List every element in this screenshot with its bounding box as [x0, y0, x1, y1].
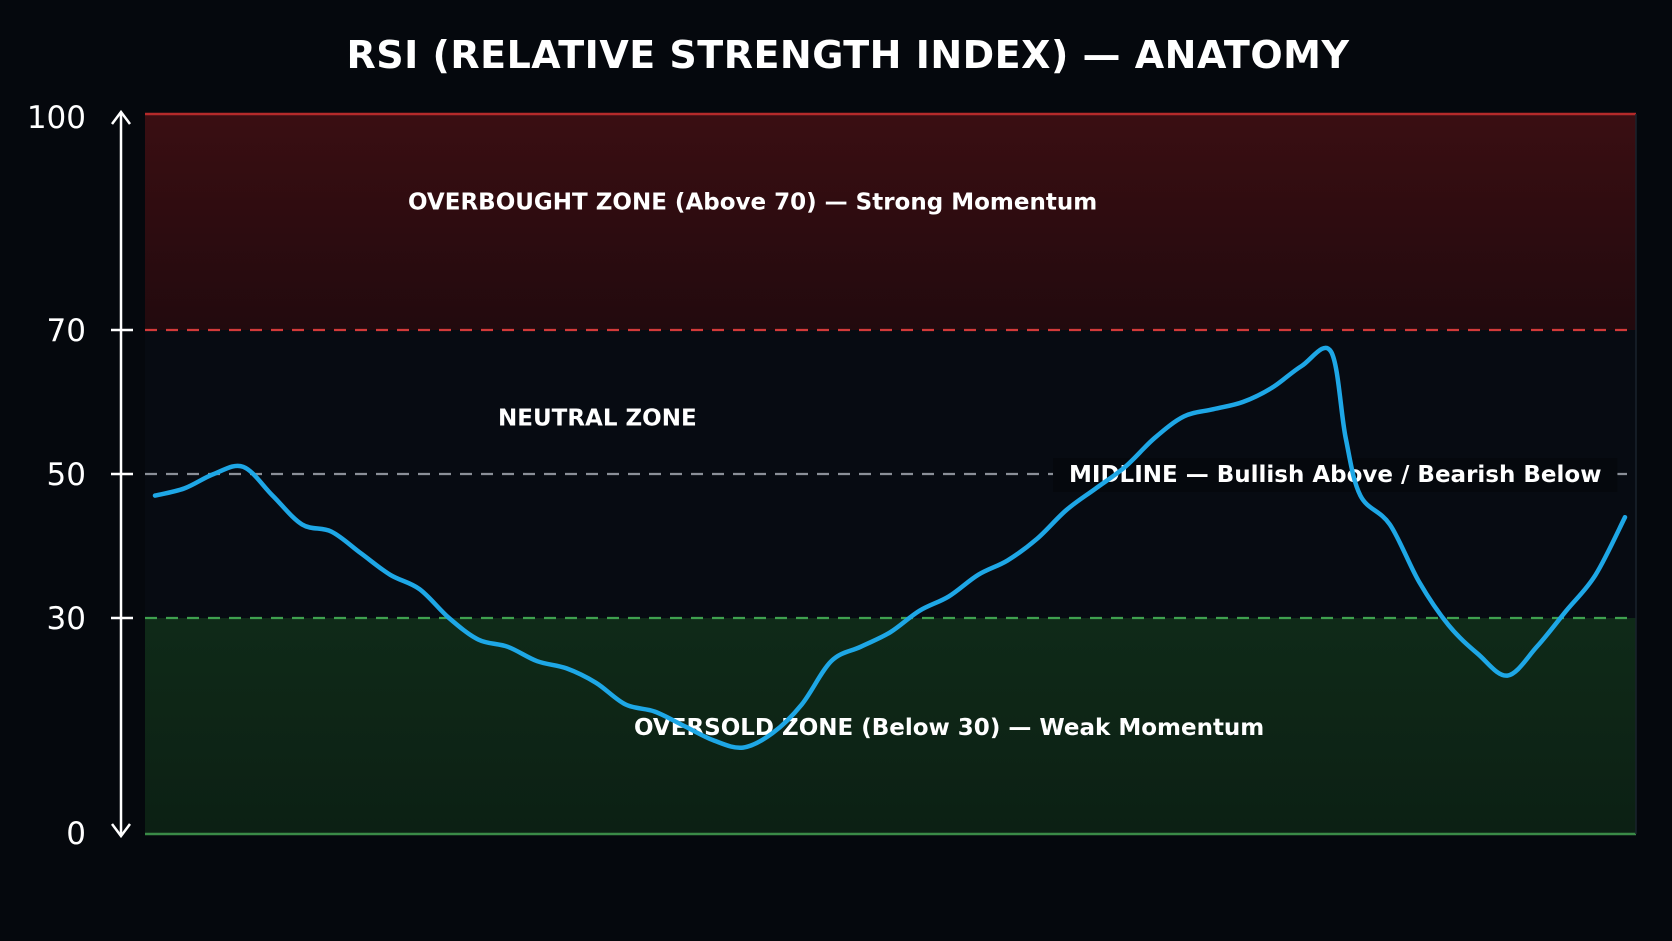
neutral-zone-label: NEUTRAL ZONE: [498, 405, 697, 431]
y-axis-bottom-arrow: [111, 823, 131, 839]
overbought-zone-label: OVERBOUGHT ZONE (Above 70) — Strong Mome…: [408, 189, 1097, 215]
midline-label-background: [1053, 458, 1618, 492]
overbought-zone-band: [145, 114, 1636, 330]
midline-label: MIDLINE — Bullish Above / Bearish Below: [1069, 462, 1601, 488]
chart-title: RSI (RELATIVE STRENGTH INDEX) — ANATOMY: [347, 33, 1350, 77]
rsi-series-line: [152, 345, 1628, 751]
oversold-zone-label: OVERSOLD ZONE (Below 30) — Weak Momentum: [634, 715, 1264, 741]
y-tick-label-0: 0: [66, 816, 86, 852]
y-axis-top-arrow: [111, 109, 131, 125]
oversold-zone-band: [145, 618, 1636, 834]
y-tick-label-70: 70: [47, 313, 86, 349]
y-tick-label-30: 30: [47, 601, 86, 637]
series-layer: [152, 345, 1628, 751]
y-axis: 0 30 50 70 100: [27, 100, 133, 852]
y-tick-label-100: 100: [27, 100, 86, 136]
y-tick-label-50: 50: [47, 457, 86, 493]
midline-label-group: MIDLINE — Bullish Above / Bearish Below: [1053, 458, 1618, 492]
